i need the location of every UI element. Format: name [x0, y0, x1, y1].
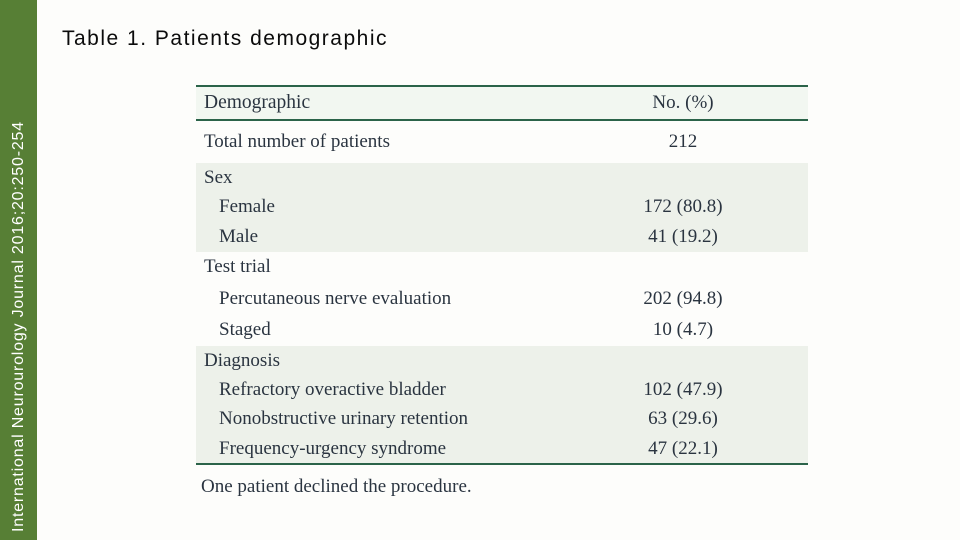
table-block: Total number of patients 212 [196, 121, 808, 163]
row-value: 202 (94.8) [643, 287, 723, 309]
row-label: Frequency-urgency syndrome [219, 437, 447, 459]
journal-sidebar: International Neurourology Journal 2016;… [0, 0, 37, 540]
page-title: Table 1. Patients demographic [62, 27, 389, 50]
table-row: Sex [196, 163, 808, 193]
row-label: Diagnosis [204, 349, 280, 371]
row-value: 47 (22.1) [648, 437, 718, 459]
table-row: Diagnosis [196, 346, 808, 375]
column-header-demographic: Demographic [204, 92, 311, 113]
table-row: Test trial [196, 252, 808, 284]
row-label: Total number of patients [204, 131, 390, 152]
row-label: Nonobstructive urinary retention [219, 408, 469, 430]
row-value: 63 (29.6) [648, 408, 718, 430]
table-row: Staged 10 (4.7) [196, 315, 808, 347]
demographics-table: Demographic No. (%) Total number of pati… [196, 85, 808, 498]
table-block: Diagnosis Refractory overactive bladder 10… [196, 346, 808, 464]
row-label: Refractory overactive bladder [219, 378, 446, 400]
row-label: Male [219, 225, 259, 247]
table-header-row: Demographic No. (%) [196, 87, 808, 119]
table-row: Male 41 (19.2) [196, 222, 808, 252]
row-value: 41 (19.2) [648, 225, 718, 247]
row-label: Sex [204, 166, 233, 188]
table-row: Refractory overactive bladder 102 (47.9) [196, 375, 808, 404]
column-header-no-pct: No. (%) [652, 92, 714, 113]
table-row: Percutaneous nerve evaluation 202 (94.8) [196, 283, 808, 315]
table-block: Test trial Percutaneous nerve evaluation 2… [196, 252, 808, 347]
table-row: Nonobstructive urinary retention 63 (29.6… [196, 405, 808, 434]
row-label: Staged [219, 319, 271, 341]
journal-citation: International Neurourology Journal 2016;… [10, 121, 27, 532]
row-value: 102 (47.9) [643, 378, 723, 400]
table-block: Sex Female 172 (80.8) Male 41 (19.2) [196, 163, 808, 252]
table-row: Frequency-urgency syndrome 47 (22.1) [196, 434, 808, 463]
row-value: 172 (80.8) [643, 196, 723, 218]
table-row: Female 172 (80.8) [196, 193, 808, 223]
table-bottom-border [196, 463, 808, 466]
row-value: 212 [668, 131, 698, 152]
table-row: Total number of patients 212 [196, 121, 808, 163]
row-label: Female [219, 196, 275, 218]
row-label: Test trial [204, 256, 271, 278]
row-value: 10 (4.7) [652, 319, 714, 341]
table-body: Total number of patients 212 Sex Female 172 … [196, 121, 808, 464]
table-top-border [196, 85, 808, 87]
row-label: Percutaneous nerve evaluation [219, 287, 452, 309]
table-header-border [196, 119, 808, 121]
table-footnote: One patient declined the procedure. [201, 476, 472, 498]
